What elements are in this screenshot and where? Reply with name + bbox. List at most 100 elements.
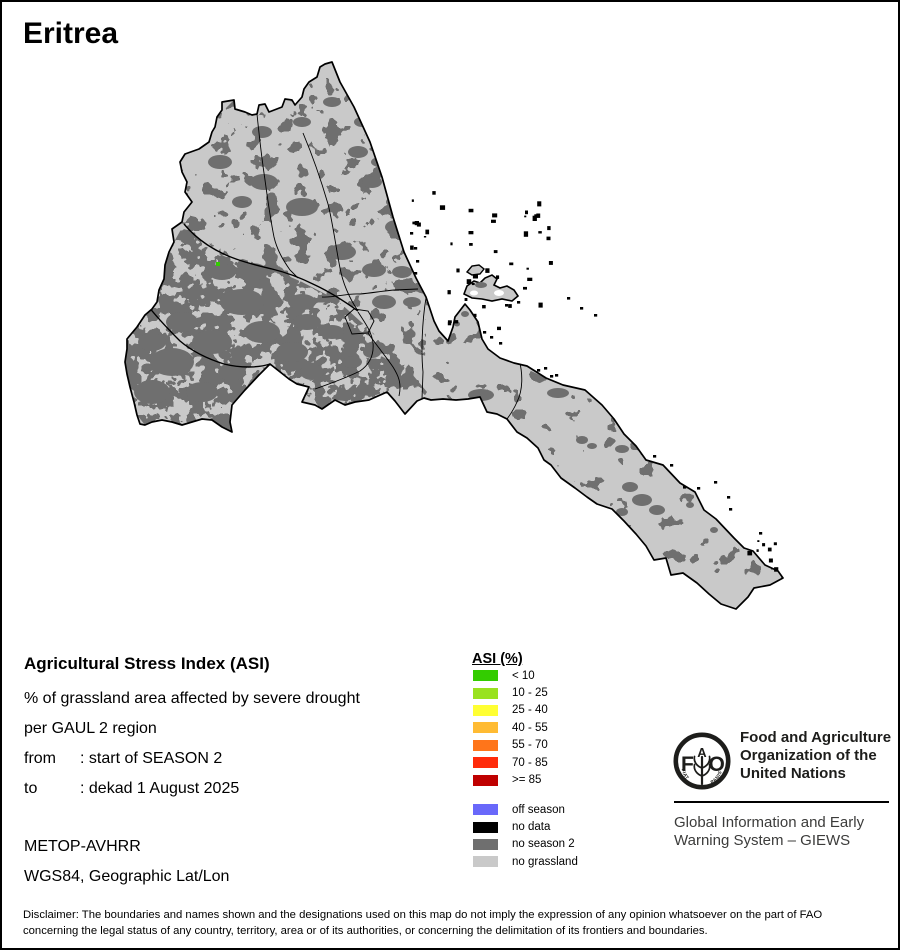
island-dot [423,236,427,238]
legend-row: no data [473,818,578,835]
giews-line: Global Information and Early [674,814,865,831]
disclaimer: Disclaimer: The boundaries and names sho… [23,908,873,939]
fao-logo-letter-o: O [709,753,725,776]
island-dot [472,274,478,279]
island-dot [729,508,733,511]
island-dot [410,245,414,250]
fao-org-line: Food and Agriculture [740,729,892,746]
island-dot [447,290,451,295]
dahlak-small-island [465,264,485,276]
island-dot [412,221,416,225]
island-dot [464,298,468,301]
island-dot [450,242,453,246]
island-dot [456,268,460,273]
island-dot [414,247,418,250]
legend-label: 40 - 55 [512,721,548,734]
island-dot [505,304,509,307]
legend-swatch [473,838,498,850]
island-dot [411,199,414,202]
island-dot [756,549,759,552]
island-dot [768,558,773,563]
disclaimer-line: Disclaimer: The boundaries and names sho… [23,909,823,921]
legend-row: < 10 [473,667,548,684]
dahlak-islands [410,191,779,572]
island-dot [491,219,496,223]
legend-asi-classes: < 10 10 - 25 25 - 40 40 - 55 55 - 70 70 - 85 >… [473,667,548,789]
island-dot [567,297,571,300]
island-dot [469,243,473,246]
island-dot [471,282,475,286]
legend-swatch [473,687,498,699]
island-dot [594,314,598,317]
island-dot [773,542,777,546]
fao-org-line: Organization of the [740,747,877,764]
island-dot [509,262,514,266]
island-dot [517,301,521,304]
legend-label: 25 - 40 [512,704,548,717]
fao-motto-fiat: FIAT [680,768,690,781]
wheat-icon [693,755,711,786]
island-dot [508,304,512,308]
fao-divider [674,801,889,803]
legend-swatch [473,757,498,769]
island-dot [544,367,548,370]
island-dot [550,375,554,378]
island-dot [490,336,494,339]
legend-swatch [473,774,498,786]
island-dot [759,532,763,535]
country-interior [125,62,783,609]
island-dot [538,231,542,234]
island-dot [697,487,701,490]
legend-label: < 10 [512,669,535,682]
legend-row: 70 - 85 [473,754,548,771]
legend-label: >= 85 [512,774,542,787]
island-dot [771,568,774,570]
period-to: to: dekad 1 August 2025 [24,780,239,798]
country-outline [124,61,784,610]
period-from: from : start of SEASON 2 [24,750,222,768]
legend-label: 70 - 85 [512,756,548,769]
island-dot [447,320,452,324]
island-dot [580,307,584,310]
island-dot [548,261,553,265]
legend-row: 55 - 70 [473,737,548,754]
island-dot [538,302,543,308]
legend-extra-classes: off season no data no season 2 no grassland [473,801,578,871]
island-dot [485,268,490,273]
island-dot [537,369,541,372]
asi-description-1: % of grassland area affected by severe d… [24,690,360,707]
island-dot [473,313,477,317]
legend-swatch [473,722,498,734]
island-dot [534,214,538,218]
island-dot [493,250,498,254]
legend-label: no grassland [512,855,578,868]
island-dot [547,226,551,231]
island-dot [466,279,472,284]
legend-label: no data [512,821,551,834]
legend-swatch [473,739,498,751]
island-dot [432,191,436,195]
asi-description-2: per GAUL 2 region [24,720,157,737]
asi-heading: Agricultural Stress Index (ASI) [24,654,270,673]
island-dot [546,236,551,241]
disclaimer-line: concerning the legal status of any count… [23,924,708,937]
admin-boundaries [144,113,523,420]
island-dot [683,486,687,489]
from-value: : start of SEASON 2 [80,750,223,767]
from-label: from [24,750,56,767]
island-dot [468,208,474,213]
island-dot [555,374,559,377]
island-dot [525,210,528,215]
island-dot [492,213,498,218]
legend-row: no season 2 [473,836,578,853]
island-dot [526,267,529,270]
island-dot [670,464,674,467]
fao-org-line: United Nations [740,765,846,782]
island-dot [523,231,529,237]
island-dot [410,232,414,235]
legend-row: 10 - 25 [473,684,548,701]
legend-row: 25 - 40 [473,702,548,719]
island-dot [468,231,474,235]
